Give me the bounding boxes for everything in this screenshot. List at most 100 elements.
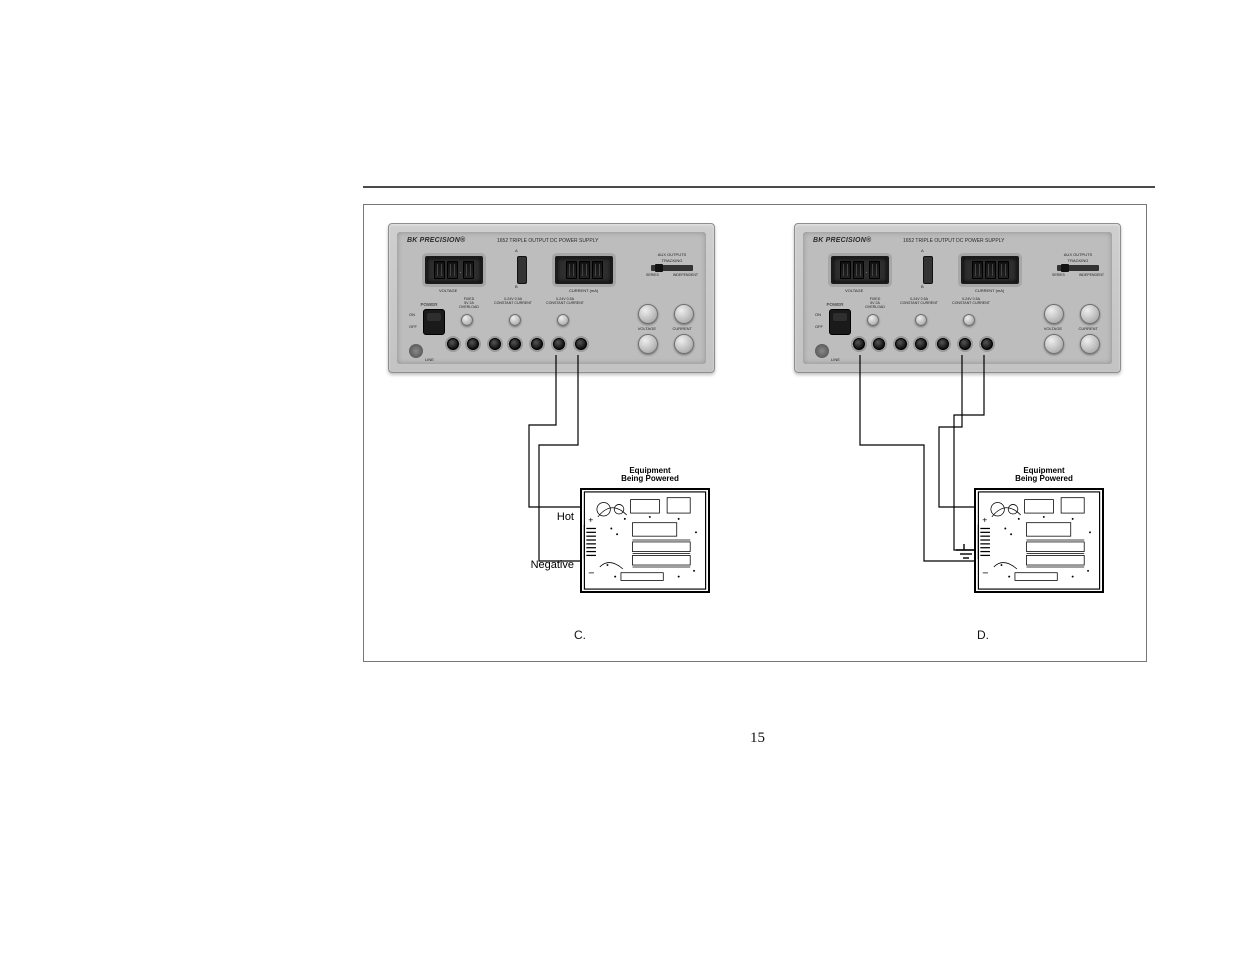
jack-3r[interactable] (895, 338, 907, 350)
ch-b: B (515, 284, 518, 289)
top-rule (363, 186, 1155, 188)
aux-knob-4r[interactable] (1080, 334, 1100, 354)
aux-knob-2r[interactable] (1080, 304, 1100, 324)
display-right-r (961, 256, 1019, 284)
fuse-label: LINE (425, 357, 434, 362)
page-number: 15 (750, 730, 765, 747)
voltage-label-a: VOLTAGE (439, 288, 457, 293)
psu-left: BK PRECISION® 1652 TRIPLE OUTPUT DC POWE… (388, 223, 715, 373)
fuse-holder[interactable] (409, 344, 423, 358)
jack-6[interactable] (553, 338, 565, 350)
fixed-label-r: FIXED5V 2AOVERLOAD (855, 298, 895, 310)
display-right (555, 256, 613, 284)
meter-switch-r[interactable] (923, 256, 933, 284)
power-switch[interactable] (423, 309, 445, 335)
sublabel-d: D. (977, 628, 989, 642)
cc-a-label-r: 0-24V 0.5ACONSTANT CURRENT (899, 298, 939, 306)
fuse-label-r: LINE (831, 357, 840, 362)
figure-frame: BK PRECISION® 1652 TRIPLE OUTPUT DC POWE… (363, 204, 1147, 662)
ch-b-r: B (921, 284, 924, 289)
equip-title-2r: Being Powered (1015, 474, 1073, 483)
jack-6r[interactable] (959, 338, 971, 350)
brand-label-r: BK PRECISION® (813, 237, 871, 244)
led-c-r (963, 314, 975, 326)
pcb-right: + − (974, 488, 1104, 593)
on-label: ON (409, 309, 417, 321)
voltage-label-ar: VOLTAGE (845, 288, 863, 293)
display-left: . (425, 256, 483, 284)
svg-text:−: − (982, 567, 988, 579)
power-block-r: POWER ON OFF (815, 302, 855, 335)
aux-label-r: AUX OUTPUTS (1052, 252, 1104, 257)
model-label-r: 1652 TRIPLE OUTPUT DC POWER SUPPLY (903, 238, 1004, 244)
display-left-r: . (831, 256, 889, 284)
aux-panel: AUX OUTPUTS TRACKING SERIES INDEPENDENT (646, 252, 698, 292)
jack-1[interactable] (447, 338, 459, 350)
led-b (509, 314, 521, 326)
tracking-slider[interactable] (651, 265, 693, 271)
aux-panel-r: AUX OUTPUTS TRACKING SERIES INDEPENDENT (1052, 252, 1104, 292)
off-label-r: OFF (815, 321, 823, 333)
on-label-r: ON (815, 309, 823, 321)
cc-a-label: 0-24V 0.5ACONSTANT CURRENT (493, 298, 533, 306)
tracking-slider-r[interactable] (1057, 265, 1099, 271)
cc-b-label-r: 0-24V 0.5ACONSTANT CURRENT (951, 298, 991, 306)
independent-label-r: INDEPENDENT (1079, 273, 1104, 277)
led-a-r (867, 314, 879, 326)
series-label: SERIES (646, 273, 659, 277)
meter-switch[interactable] (517, 256, 527, 284)
ch-a-r: A (921, 248, 924, 253)
aux-knob-3[interactable] (638, 334, 658, 354)
jack-3[interactable] (489, 338, 501, 350)
aux-c-ar: CURRENT (1078, 326, 1098, 331)
power-switch-r[interactable] (829, 309, 851, 335)
psu-panel: BK PRECISION® 1652 TRIPLE OUTPUT DC POWE… (388, 223, 715, 373)
tracking-label: TRACKING (646, 258, 698, 263)
aux-label: AUX OUTPUTS (646, 252, 698, 257)
jack-4[interactable] (509, 338, 521, 350)
fixed-label: FIXED5V 2AOVERLOAD (449, 298, 489, 310)
aux-knob-1r[interactable] (1044, 304, 1064, 324)
jack-2r[interactable] (873, 338, 885, 350)
series-label-r: SERIES (1052, 273, 1065, 277)
psu-right: BK PRECISION® 1652 TRIPLE OUTPUT DC POWE… (794, 223, 1121, 373)
equipment-left: Equipment Being Powered (580, 467, 720, 593)
jack-4r[interactable] (915, 338, 927, 350)
equipment-right: Equipment Being Powered (974, 467, 1114, 593)
led-b-r (915, 314, 927, 326)
sublabel-c: C. (574, 628, 586, 642)
tracking-label-r: TRACKING (1052, 258, 1104, 263)
aux-c-a: CURRENT (672, 326, 692, 331)
current-label-r: CURRENT (mA) (975, 288, 1004, 293)
aux-knob-3r[interactable] (1044, 334, 1064, 354)
fuse-holder-r[interactable] (815, 344, 829, 358)
aux-knob-2[interactable] (674, 304, 694, 324)
led-a (461, 314, 473, 326)
current-label: CURRENT (mA) (569, 288, 598, 293)
negative-label: Negative (531, 559, 580, 571)
power-block: POWER ON OFF (409, 302, 449, 335)
aux-knob-1[interactable] (638, 304, 658, 324)
jack-7r[interactable] (981, 338, 993, 350)
equip-title-2: Being Powered (621, 474, 679, 483)
svg-text:+: + (588, 514, 593, 524)
pcb-left: + − (580, 488, 710, 593)
hot-label: Hot (557, 511, 580, 523)
psu-panel-r: BK PRECISION® 1652 TRIPLE OUTPUT DC POWE… (794, 223, 1121, 373)
ch-a: A (515, 248, 518, 253)
jack-1r[interactable] (853, 338, 865, 350)
aux-knob-4[interactable] (674, 334, 694, 354)
independent-label: INDEPENDENT (673, 273, 698, 277)
brand-label: BK PRECISION® (407, 237, 465, 244)
jack-2[interactable] (467, 338, 479, 350)
svg-text:−: − (588, 567, 594, 579)
model-label: 1652 TRIPLE OUTPUT DC POWER SUPPLY (497, 238, 598, 244)
led-c (557, 314, 569, 326)
cc-b-label: 0-24V 0.5ACONSTANT CURRENT (545, 298, 585, 306)
jack-5r[interactable] (937, 338, 949, 350)
svg-text:+: + (982, 514, 987, 524)
aux-v-a: VOLTAGE (638, 326, 656, 331)
jack-5[interactable] (531, 338, 543, 350)
aux-v-ar: VOLTAGE (1044, 326, 1062, 331)
jack-7[interactable] (575, 338, 587, 350)
